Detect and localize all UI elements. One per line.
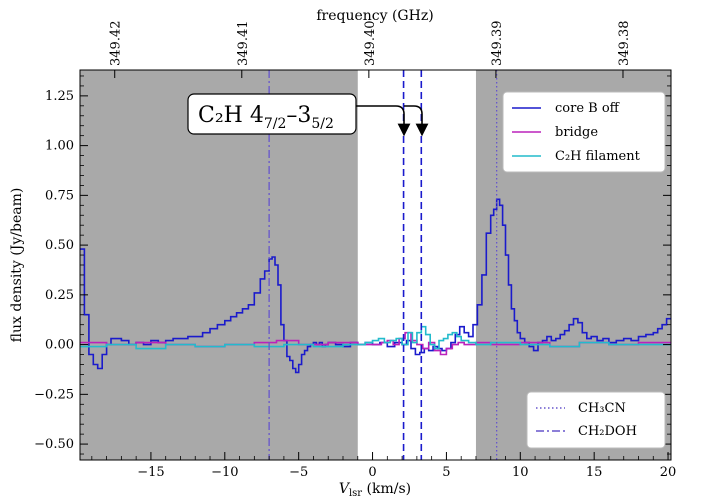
x-tick-label: 20 bbox=[660, 465, 677, 480]
annotation-arrow-1 bbox=[356, 105, 411, 137]
x-tick-label: −5 bbox=[289, 465, 308, 480]
shaded-region-0 bbox=[80, 70, 358, 460]
top-tick-label: 349.40 bbox=[363, 21, 378, 67]
x-tick-label: −10 bbox=[211, 465, 238, 480]
legend-upper: core B off bridge C₂H filament bbox=[502, 91, 666, 173]
y-tick-label: 1.00 bbox=[45, 139, 74, 154]
annotation: C₂H 47/2–35/2 bbox=[187, 93, 429, 137]
x-tick-label: 5 bbox=[442, 465, 450, 480]
top-tick-label: 349.39 bbox=[490, 21, 505, 67]
y-tick-label: 0.25 bbox=[45, 288, 74, 303]
legend-label-c2h-filament: C₂H filament bbox=[555, 149, 641, 164]
x-tick-label: 15 bbox=[586, 465, 603, 480]
top-axis-label: frequency (GHz) bbox=[316, 8, 433, 24]
y-axis-label: flux density (Jy/beam) bbox=[9, 188, 25, 343]
x-tick-label: −15 bbox=[137, 465, 164, 480]
y-tick-label: −0.25 bbox=[34, 387, 74, 402]
top-tick-label: 349.38 bbox=[617, 21, 632, 67]
y-tick-label: 0.00 bbox=[45, 338, 74, 353]
annotation-arrow-2 bbox=[404, 105, 429, 137]
annotation-text: C₂H 47/2–35/2 bbox=[198, 103, 334, 132]
y-tick-label: 1.25 bbox=[45, 89, 74, 104]
legend-label-core-b-off: core B off bbox=[555, 101, 621, 116]
x-tick-label: 0 bbox=[368, 465, 376, 480]
y-tick-label: 0.75 bbox=[45, 188, 74, 203]
legend-label-ch2doh: CH₂DOH bbox=[578, 424, 637, 439]
annotation-box bbox=[187, 93, 357, 135]
legend-label-bridge: bridge bbox=[555, 125, 598, 140]
y-tick-label: 0.50 bbox=[45, 238, 74, 253]
top-tick-label: 349.42 bbox=[109, 21, 124, 67]
legend-lower: CH₃CN CH₂DOH bbox=[526, 391, 666, 449]
x-axis-label: Vlsr (km/s) bbox=[339, 481, 411, 499]
top-tick-label: 349.41 bbox=[236, 21, 251, 67]
x-tick-label: 10 bbox=[512, 465, 529, 480]
y-tick-label: −0.50 bbox=[34, 437, 74, 452]
legend-label-ch3cn: CH₃CN bbox=[578, 401, 626, 416]
